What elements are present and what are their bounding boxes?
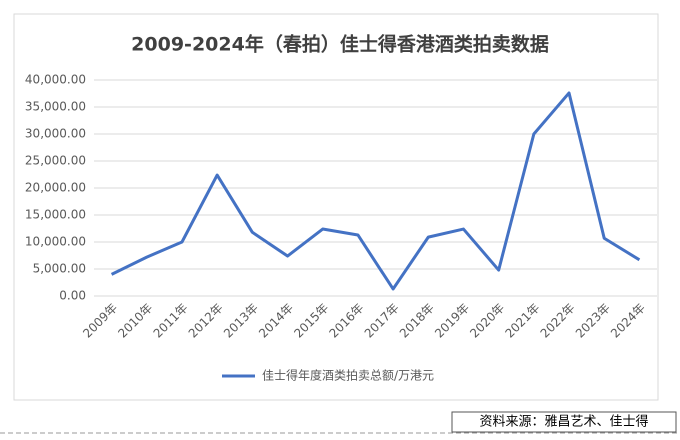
y-tick-label: 25,000.00 (25, 154, 86, 168)
source-note: 资料来源：雅昌艺术、佳士得 (479, 414, 648, 430)
chart-title: 2009-2024年（春拍）佳士得香港酒类拍卖数据 (131, 33, 549, 56)
legend-label: 佳士得年度酒类拍卖总额/万港元 (262, 368, 434, 383)
y-tick-label: 20,000.00 (25, 181, 86, 195)
y-tick-label: 15,000.00 (25, 208, 86, 222)
y-tick-label: 35,000.00 (25, 100, 86, 114)
y-tick-label: 5,000.00 (33, 262, 86, 276)
y-tick-label: 0.00 (59, 289, 86, 303)
y-tick-label: 10,000.00 (25, 235, 86, 249)
source-box (451, 411, 677, 433)
y-tick-label: 40,000.00 (25, 73, 86, 87)
y-tick-label: 30,000.00 (25, 127, 86, 141)
chart-frame (13, 13, 659, 401)
data-line (110, 91, 641, 291)
